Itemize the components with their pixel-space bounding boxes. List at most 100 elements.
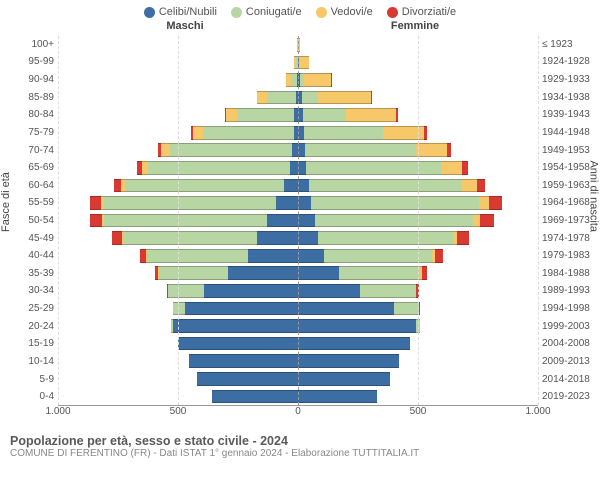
segment-divorced: [90, 214, 102, 228]
segment-widowed: [318, 91, 371, 105]
legend-label: Coniugati/e: [246, 6, 302, 18]
grid-line: [58, 36, 59, 405]
segment-widowed: [193, 126, 203, 140]
segment-married: [173, 302, 185, 316]
segment-widowed: [473, 214, 480, 228]
footer-title: Popolazione per età, sesso e stato civil…: [10, 434, 590, 448]
legend-dot-icon: [316, 7, 327, 18]
segment-widowed: [257, 91, 267, 105]
segment-married: [267, 91, 296, 105]
segment-divorced: [480, 214, 494, 228]
segment-single: [276, 196, 298, 210]
segment-married: [305, 143, 415, 157]
segment-single: [228, 266, 298, 280]
segment-married: [159, 266, 229, 280]
segment-widowed: [226, 108, 237, 122]
segment-single: [257, 231, 298, 245]
segment-single: [298, 249, 324, 263]
gender-titles: Maschi Femmine: [0, 20, 600, 32]
x-tick-label: 500: [170, 406, 187, 417]
segment-married: [309, 179, 463, 193]
segment-widowed: [416, 143, 447, 157]
legend-dot-icon: [144, 7, 155, 18]
segment-married: [306, 161, 440, 175]
grid-line: [178, 36, 179, 405]
segment-single: [290, 161, 298, 175]
segment-married: [148, 161, 290, 175]
segment-single: [298, 302, 394, 316]
female-title: Femmine: [300, 20, 530, 32]
segment-married: [315, 214, 473, 228]
birth-year-axis: ≤ 19231924-19281929-19331934-19381939-19…: [540, 36, 600, 406]
segment-single: [298, 214, 315, 228]
segment-divorced: [457, 231, 469, 245]
segment-married: [125, 179, 283, 193]
age-axis: 100+95-9990-9485-8980-8475-7970-7465-696…: [0, 36, 56, 406]
segment-single: [298, 179, 309, 193]
male-title: Maschi: [70, 20, 300, 32]
segment-divorced: [424, 126, 427, 140]
segment-married: [304, 126, 383, 140]
segment-divorced: [396, 108, 398, 122]
grid-line: [418, 36, 419, 405]
plot-area: [58, 36, 538, 406]
segment-divorced: [462, 161, 468, 175]
legend-dot-icon: [387, 7, 398, 18]
segment-single: [267, 214, 298, 228]
legend-item: Divorziati/e: [387, 6, 456, 18]
segment-single: [298, 161, 306, 175]
segment-married: [394, 302, 419, 316]
x-tick-label: 1.000: [525, 406, 550, 417]
segment-divorced: [419, 302, 420, 316]
segment-single: [298, 372, 390, 386]
segment-divorced: [90, 196, 101, 210]
segment-single: [298, 231, 318, 245]
x-tick-label: 500: [410, 406, 427, 417]
segment-single: [298, 266, 339, 280]
segment-divorced: [422, 266, 427, 280]
segment-married: [123, 231, 257, 245]
legend: Celibi/NubiliConiugati/eVedovi/eDivorzia…: [0, 0, 600, 20]
chart-footer: Popolazione per età, sesso e stato civil…: [0, 432, 600, 459]
segment-divorced: [114, 179, 121, 193]
segment-single: [284, 179, 298, 193]
segment-divorced: [112, 231, 122, 245]
x-tick-label: 0: [295, 406, 301, 417]
segment-married: [360, 284, 415, 298]
segment-single: [204, 284, 298, 298]
segment-married: [311, 196, 479, 210]
segment-widowed: [161, 143, 169, 157]
legend-item: Coniugati/e: [231, 6, 302, 18]
segment-married: [168, 284, 204, 298]
segment-single: [298, 143, 305, 157]
segment-divorced: [447, 143, 451, 157]
segment-divorced: [435, 249, 443, 263]
segment-married: [324, 249, 432, 263]
segment-married: [303, 108, 346, 122]
segment-widowed: [304, 73, 330, 87]
segment-divorced: [477, 179, 485, 193]
segment-single: [212, 390, 298, 404]
legend-item: Celibi/Nubili: [144, 6, 217, 18]
segment-widowed: [441, 161, 463, 175]
legend-label: Divorziati/e: [402, 6, 456, 18]
legend-label: Celibi/Nubili: [159, 6, 217, 18]
segment-single: [298, 337, 410, 351]
center-line: [298, 36, 299, 405]
segment-single: [197, 372, 298, 386]
segment-single: [298, 390, 377, 404]
segment-widowed: [462, 179, 476, 193]
segment-married: [237, 108, 295, 122]
grid-line: [538, 36, 539, 405]
segment-married: [170, 143, 292, 157]
segment-single: [189, 354, 298, 368]
segment-married: [318, 231, 452, 245]
segment-divorced: [371, 91, 372, 105]
segment-widowed: [299, 56, 309, 70]
segment-married: [203, 126, 294, 140]
legend-dot-icon: [231, 7, 242, 18]
segment-single: [298, 319, 416, 333]
footer-subtitle: COMUNE DI FERENTINO (FR) - Dati ISTAT 1°…: [10, 448, 590, 459]
segment-single: [248, 249, 298, 263]
segment-single: [173, 319, 298, 333]
